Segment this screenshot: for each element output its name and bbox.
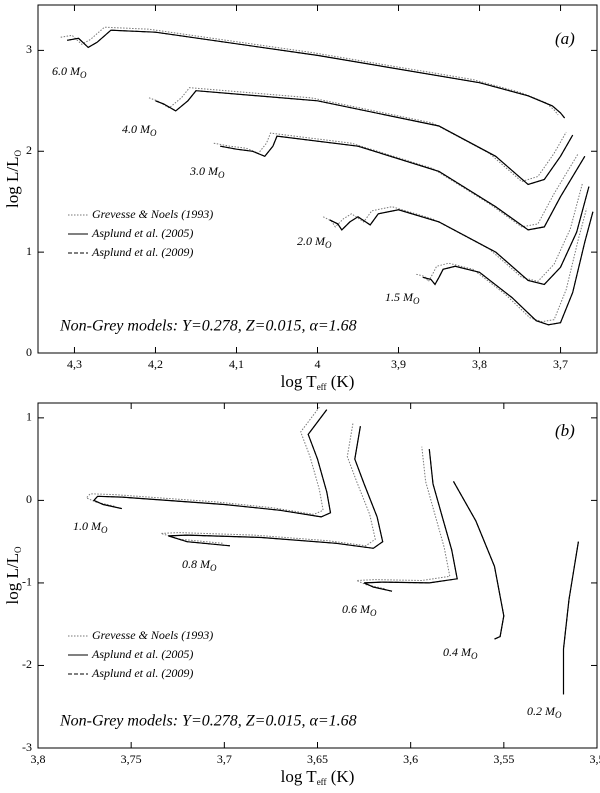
track-label-sub: O [555, 710, 562, 720]
x-axis-label-sub: eff [317, 777, 327, 787]
y-axis-label: log L/LO [3, 150, 23, 208]
y-tick-label: -3 [22, 740, 32, 754]
x-tick-label: 4,3 [67, 357, 82, 371]
track-label-text: 0.6 M [342, 602, 371, 616]
x-axis-label-sub: eff [317, 382, 327, 392]
x-tick-label: 3,6 [403, 752, 418, 766]
x-tick-label: 4,2 [148, 357, 163, 371]
y-tick-label: -1 [22, 575, 32, 589]
track-label-sub: O [413, 296, 420, 306]
y-axis-label-sub: O [13, 150, 23, 157]
track-label-sub: O [150, 128, 157, 138]
track-label-text: 6.0 M [52, 64, 81, 78]
y-tick-label: 2 [26, 143, 32, 157]
legend-label: Asplund et al. (2009) [91, 666, 193, 680]
y-axis-label: log L/LO [3, 546, 23, 604]
legend-label: Asplund et al. (2005) [91, 647, 193, 661]
x-tick-label: 4,1 [229, 357, 244, 371]
y-tick-label: 1 [26, 410, 32, 424]
track-label: 4.0 MO [122, 122, 157, 138]
track-label-text: 1.5 M [385, 290, 414, 304]
annotation: Non-Grey models: Y=0.278, Z=0.015, α=1.6… [59, 713, 357, 730]
y-axis-label-sub: O [13, 546, 23, 553]
y-axis-label-text: log L/L [3, 157, 22, 208]
track-label: 0.6 MO [342, 602, 377, 618]
x-tick-label: 3,65 [307, 752, 328, 766]
plot-area [85, 406, 579, 695]
track-label-text: 0.8 M [182, 557, 211, 571]
x-axis-label-after: (K) [327, 767, 355, 786]
track-label: 3.0 MO [189, 164, 225, 180]
track-label-sub: O [101, 525, 108, 535]
track-label-sub: O [218, 170, 225, 180]
track-label-text: 2.0 M [297, 234, 326, 248]
legend-label: Asplund et al. (2009) [91, 245, 193, 259]
track-label: 1.5 MO [385, 290, 420, 306]
x-axis-label-text: log T [281, 767, 318, 786]
x-tick-label: 3,7 [553, 357, 568, 371]
x-tick-label: 3,8 [31, 752, 46, 766]
track-label: 0.2 MO [527, 704, 562, 720]
x-axis-label-after: (K) [327, 372, 355, 391]
y-tick-label: -2 [22, 657, 32, 671]
panel-label: (a) [555, 29, 575, 48]
x-tick-label: 3,9 [391, 357, 406, 371]
y-tick-label: 0 [26, 492, 32, 506]
track-line [85, 406, 579, 695]
track-label-text: 1.0 M [73, 519, 102, 533]
legend-label: Grevesse & Noels (1993) [92, 628, 213, 642]
x-axis-label: log Teff (K) [281, 767, 355, 787]
track-line [67, 29, 594, 326]
legend-label: Grevesse & Noels (1993) [92, 207, 213, 221]
panel-label: (b) [555, 421, 575, 440]
track-label-text: 0.4 M [443, 645, 472, 659]
y-tick-label: 0 [26, 345, 32, 359]
track-line [93, 409, 579, 695]
y-axis-label-text: log L/L [3, 553, 22, 604]
track-label: 2.0 MO [297, 234, 332, 250]
x-tick-label: 3,7 [217, 752, 232, 766]
track-label-text: 3.0 M [189, 164, 219, 178]
plot-frame [37, 4, 598, 354]
track-label: 0.8 MO [182, 557, 217, 573]
plot-frame [37, 402, 598, 749]
track-label-sub: O [210, 563, 217, 573]
x-tick-label: 3,75 [121, 752, 142, 766]
track-line [60, 26, 587, 323]
x-tick-label: 3,5 [590, 752, 600, 766]
legend-label: Asplund et al. (2005) [91, 226, 193, 240]
x-tick-label: 4 [315, 357, 321, 371]
track-label-sub: O [325, 240, 332, 250]
track-label-text: 0.2 M [527, 704, 556, 718]
x-tick-label: 3,55 [493, 752, 514, 766]
track-label-sub: O [471, 651, 478, 661]
track-label: 0.4 MO [443, 645, 478, 661]
track-label: 1.0 MO [73, 519, 108, 535]
track-label-text: 4.0 M [122, 122, 151, 136]
annotation: Non-Grey models: Y=0.278, Z=0.015, α=1.6… [59, 318, 357, 335]
track-label-sub: O [370, 608, 377, 618]
track-label-sub: O [80, 70, 87, 80]
y-tick-label: 3 [26, 42, 32, 56]
x-axis-label-text: log T [281, 372, 318, 391]
plot-area [60, 26, 594, 326]
x-tick-label: 3,8 [472, 357, 487, 371]
track-line [67, 29, 594, 326]
y-tick-label: 1 [26, 244, 32, 258]
track-label: 6.0 MO [52, 64, 87, 80]
x-axis-label: log Teff (K) [281, 372, 355, 392]
